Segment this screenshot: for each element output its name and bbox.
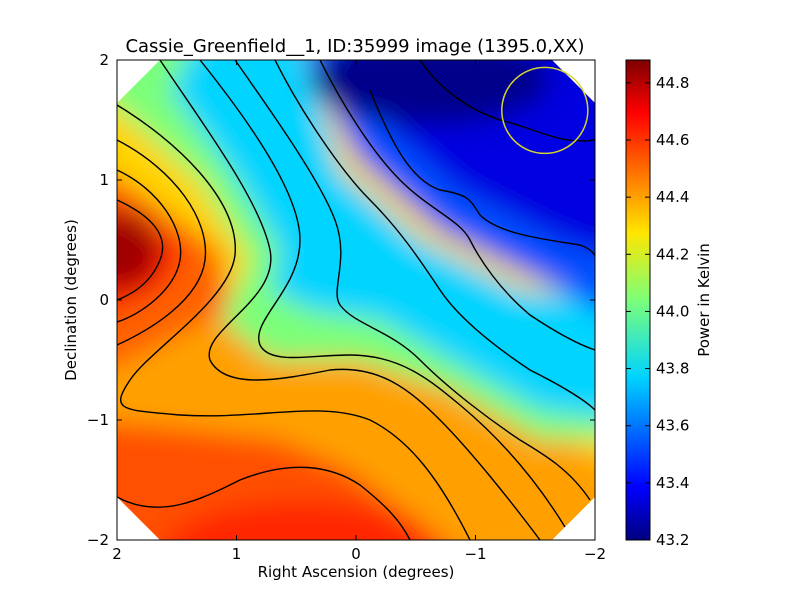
y-tick-label: 0	[99, 291, 109, 309]
y-axis-label: Declination (degrees)	[62, 219, 80, 381]
colorbar-tick-label: 43.2	[656, 531, 689, 549]
contour-line	[319, 60, 595, 351]
x-tick-label: 0	[351, 545, 361, 563]
x-tick-label: −2	[584, 545, 606, 563]
contour-line	[117, 169, 182, 323]
y-tick-label: 1	[99, 171, 109, 189]
contour-line	[419, 60, 595, 142]
x-axis-label: Right Ascension (degrees)	[258, 563, 455, 581]
chart-title: Cassie_Greenfield__1, ID:35999 image (13…	[125, 36, 584, 57]
colorbar-tick-label: 44.2	[656, 245, 689, 263]
x-tick-label: 1	[232, 545, 242, 563]
heatmap	[117, 60, 595, 540]
colorbar-tick-label: 44.0	[656, 302, 689, 320]
x-axis-ticks: 2 1 0 −1 −2	[112, 60, 606, 563]
beam-circle	[501, 66, 589, 155]
contour-line	[117, 139, 207, 346]
x-tick-label: 2	[112, 545, 122, 563]
colorbar-tick-label: 44.6	[656, 131, 689, 149]
contour-line	[274, 60, 595, 411]
contour-line	[234, 60, 591, 501]
x-tick-label: −1	[464, 545, 486, 563]
contour-line	[199, 60, 566, 528]
contour-line	[117, 104, 471, 540]
colorbar-tick-label: 43.8	[656, 360, 689, 378]
colorbar-tick-label: 44.4	[656, 188, 689, 206]
y-tick-label: 2	[99, 51, 109, 69]
contour-line	[117, 199, 164, 301]
colorbar-label: Power in Kelvin	[695, 243, 713, 357]
y-axis-ticks: 2 1 0 −1 −2	[87, 51, 595, 549]
colorbar-tick-label: 43.4	[656, 474, 689, 492]
contour-line	[369, 89, 595, 271]
colorbar: 44.8 44.6 44.4 44.2 44.0 43.8 43.6 43.4 43.2 Pow…	[625, 59, 713, 549]
colorbar-ticks: 44.8 44.6 44.4 44.2 44.0 43.8 43.6 43.4 43.2	[626, 74, 689, 549]
heatmap-field	[117, 60, 595, 540]
contour-line	[159, 60, 541, 540]
y-tick-label: −2	[87, 531, 109, 549]
contour-line	[117, 466, 411, 540]
y-tick-label: −1	[87, 411, 109, 429]
contour-lines	[117, 60, 595, 540]
colorbar-tick-label: 44.8	[656, 74, 689, 92]
colorbar-tick-label: 43.6	[656, 417, 689, 435]
colorbar-gradient	[625, 59, 651, 541]
